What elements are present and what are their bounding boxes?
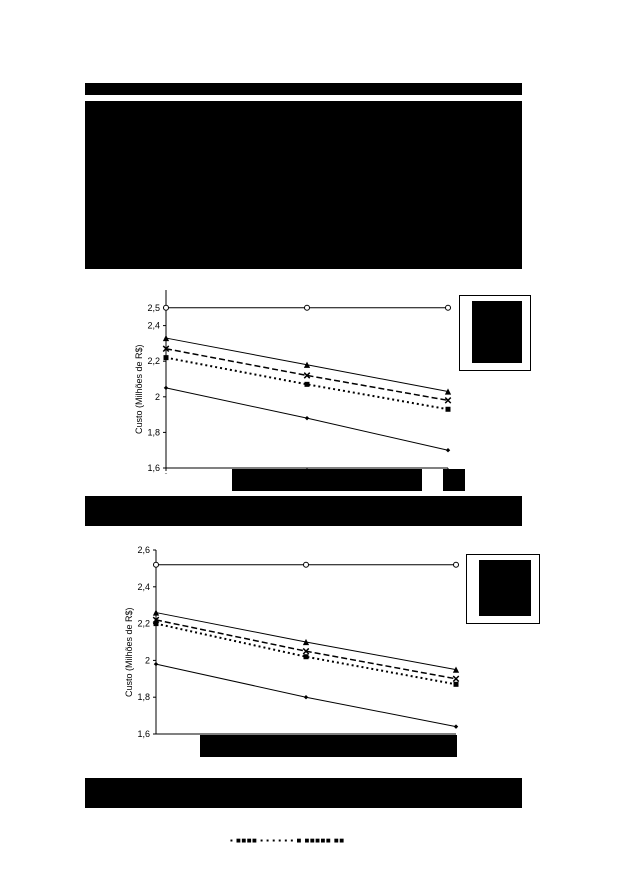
svg-text:1,8: 1,8 (137, 692, 150, 702)
svg-text:1,6: 1,6 (137, 729, 150, 739)
chart-1-caption-bar (85, 496, 522, 526)
top-block (85, 101, 522, 269)
svg-text:0: 0 (163, 472, 168, 474)
chart-2-legend-inner (479, 560, 531, 616)
svg-text:2: 2 (145, 655, 150, 665)
svg-text:2,4: 2,4 (137, 582, 150, 592)
chart-2-plot: 1,6 1,8 2 2,2 2,4 2,6 (120, 544, 464, 740)
svg-text:1,8: 1,8 (147, 427, 160, 437)
chart-1: Custo (Milhões de R$) 1,6 1,8 2 2,2 2,4 2,5 0 (130, 284, 456, 474)
svg-text:2,6: 2,6 (137, 545, 150, 555)
chart-2-legend (466, 554, 540, 624)
chart-1-legend-inner (472, 301, 522, 363)
chart-1-ylabel: Custo (Milhões de R$) (134, 344, 144, 434)
chart-2-caption-bar (85, 778, 522, 808)
chart-1-xaxis-bar-right (443, 469, 465, 491)
chart-2-xaxis-bar (200, 735, 457, 757)
chart-2-ylabel: Custo (Milhões de R$) (124, 607, 134, 697)
chart-1-xaxis-bar (232, 469, 422, 491)
top-thin-bar (85, 83, 522, 95)
chart-1-plot: 1,6 1,8 2 2,2 2,4 2,5 0 (130, 284, 456, 474)
svg-text:2: 2 (155, 392, 160, 402)
chart-1-legend (459, 295, 531, 371)
svg-text:2,4: 2,4 (147, 321, 160, 331)
svg-text:1,6: 1,6 (147, 463, 160, 473)
svg-text:2,2: 2,2 (147, 356, 160, 366)
footer-text: ▪ ■■■■ ▪ ▪ ▪ ▪ ▪ ▪ ■ ■■■■■ ■■ (230, 836, 345, 845)
chart-2: Custo (Milhões de R$) 1,6 1,8 2 2,2 2,4 2,6 (120, 544, 464, 740)
svg-text:2,5: 2,5 (147, 303, 160, 313)
page: { "page": { "width": 617, "height": 876,… (0, 0, 617, 876)
svg-text:2,2: 2,2 (137, 619, 150, 629)
